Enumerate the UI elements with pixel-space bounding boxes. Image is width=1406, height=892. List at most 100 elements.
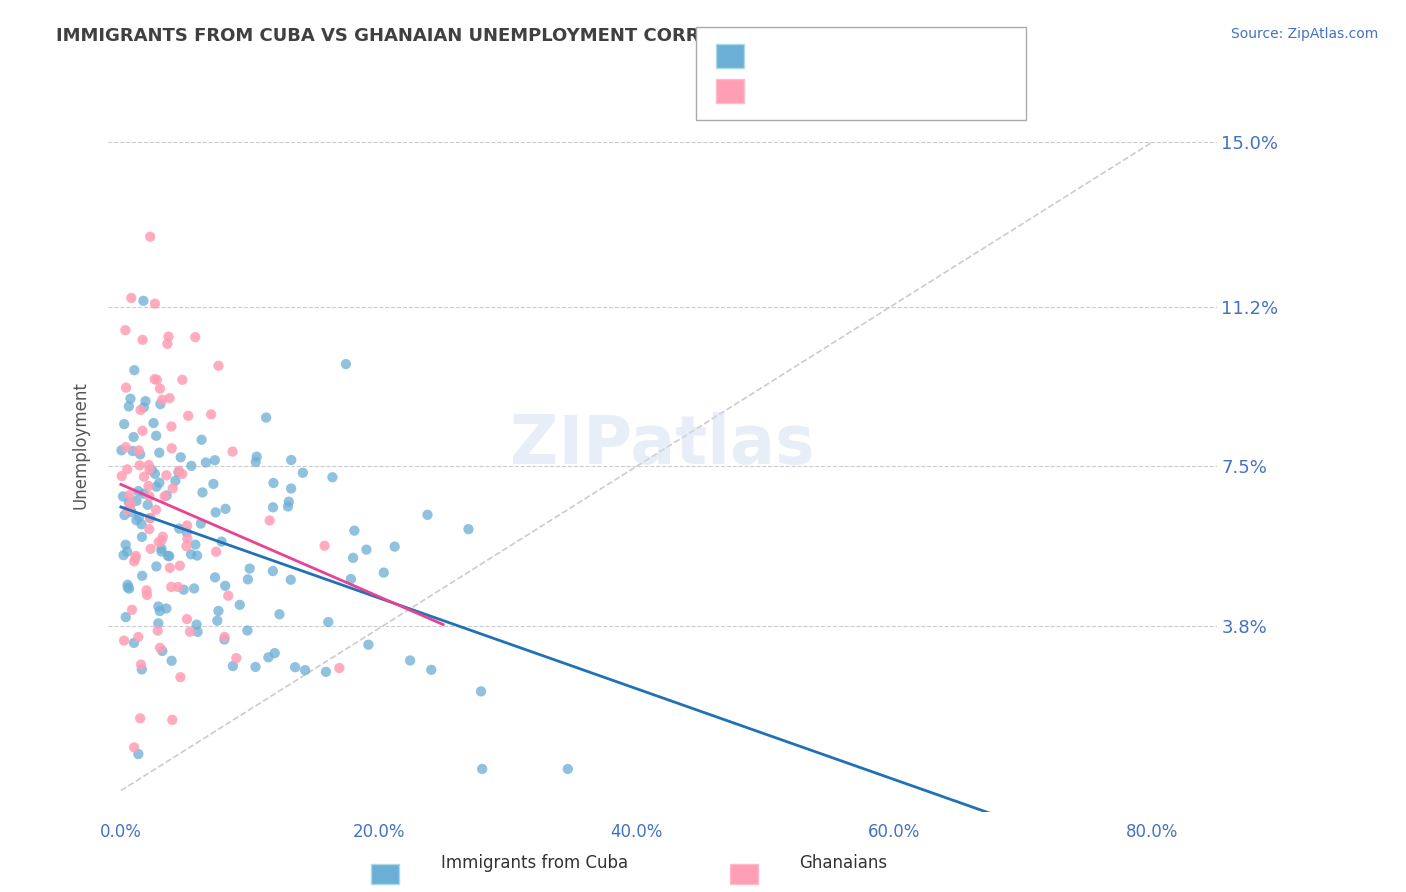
- Immigrants from Cuba: [160, 654, 183, 668]
- Ghanaians: [135, 583, 157, 598]
- Immigrants from Cuba: [269, 607, 291, 622]
- Immigrants from Cuba: [263, 646, 285, 660]
- Ghanaians: [111, 469, 134, 483]
- Immigrants from Cuba: [142, 416, 165, 430]
- Immigrants from Cuba: [254, 410, 277, 425]
- Ghanaians: [121, 603, 143, 617]
- Immigrants from Cuba: [155, 601, 177, 615]
- Immigrants from Cuba: [118, 582, 141, 596]
- Ghanaians: [217, 589, 239, 603]
- Immigrants from Cuba: [316, 615, 339, 629]
- Immigrants from Cuba: [470, 684, 492, 698]
- Ghanaians: [259, 514, 281, 528]
- Immigrants from Cuba: [145, 429, 167, 443]
- Text: -0.388: -0.388: [787, 45, 846, 62]
- Ghanaians: [117, 503, 139, 517]
- Immigrants from Cuba: [257, 650, 280, 665]
- Text: Source: ZipAtlas.com: Source: ZipAtlas.com: [1230, 27, 1378, 41]
- Immigrants from Cuba: [170, 450, 193, 465]
- Ghanaians: [152, 530, 174, 544]
- Immigrants from Cuba: [118, 495, 141, 509]
- Immigrants from Cuba: [150, 644, 173, 658]
- Ghanaians: [131, 333, 153, 347]
- Immigrants from Cuba: [384, 540, 406, 554]
- Ghanaians: [120, 497, 142, 511]
- Immigrants from Cuba: [173, 582, 195, 597]
- Immigrants from Cuba: [150, 541, 173, 556]
- Immigrants from Cuba: [129, 447, 152, 461]
- Immigrants from Cuba: [280, 573, 302, 587]
- Immigrants from Cuba: [204, 453, 226, 467]
- Immigrants from Cuba: [148, 445, 170, 459]
- Immigrants from Cuba: [149, 604, 172, 618]
- Immigrants from Cuba: [157, 549, 180, 563]
- Ghanaians: [118, 500, 141, 514]
- Immigrants from Cuba: [131, 517, 153, 532]
- Immigrants from Cuba: [229, 598, 252, 612]
- Ghanaians: [138, 522, 160, 536]
- Immigrants from Cuba: [134, 394, 156, 409]
- Immigrants from Cuba: [214, 579, 236, 593]
- Text: Ghanaians: Ghanaians: [800, 855, 887, 872]
- Immigrants from Cuba: [204, 505, 226, 519]
- Immigrants from Cuba: [122, 430, 145, 444]
- Text: R =: R =: [748, 80, 785, 98]
- Ghanaians: [146, 373, 169, 387]
- Immigrants from Cuba: [184, 538, 207, 552]
- Ghanaians: [162, 713, 184, 727]
- Ghanaians: [132, 469, 155, 483]
- Ghanaians: [136, 588, 159, 602]
- Immigrants from Cuba: [340, 572, 363, 586]
- Ghanaians: [200, 408, 222, 422]
- Ghanaians: [145, 502, 167, 516]
- Immigrants from Cuba: [186, 617, 208, 632]
- Immigrants from Cuba: [190, 433, 212, 447]
- Text: 0.125: 0.125: [792, 80, 844, 98]
- Ghanaians: [146, 624, 169, 638]
- Immigrants from Cuba: [156, 549, 179, 563]
- Ghanaians: [149, 640, 172, 655]
- Immigrants from Cuba: [356, 542, 378, 557]
- Ghanaians: [125, 549, 148, 563]
- Text: 80: 80: [886, 80, 908, 98]
- Ghanaians: [138, 458, 160, 472]
- Immigrants from Cuba: [186, 549, 208, 563]
- Ghanaians: [129, 657, 152, 672]
- Immigrants from Cuba: [114, 508, 136, 522]
- Immigrants from Cuba: [207, 614, 229, 628]
- Ghanaians: [184, 330, 207, 344]
- Immigrants from Cuba: [399, 653, 422, 667]
- Immigrants from Cuba: [145, 480, 167, 494]
- Text: 123: 123: [886, 45, 921, 62]
- Ghanaians: [139, 511, 162, 525]
- Ghanaians: [122, 554, 145, 568]
- Y-axis label: Unemployment: Unemployment: [72, 381, 89, 508]
- Ghanaians: [115, 440, 138, 454]
- Ghanaians: [128, 443, 150, 458]
- Immigrants from Cuba: [167, 466, 190, 480]
- Immigrants from Cuba: [148, 475, 170, 490]
- Immigrants from Cuba: [132, 293, 155, 308]
- Ghanaians: [143, 372, 166, 386]
- Immigrants from Cuba: [236, 573, 259, 587]
- Ghanaians: [167, 580, 190, 594]
- Immigrants from Cuba: [245, 455, 267, 469]
- Immigrants from Cuba: [132, 401, 155, 415]
- Immigrants from Cuba: [115, 544, 138, 558]
- Text: R =: R =: [748, 45, 785, 62]
- Ghanaians: [138, 489, 160, 503]
- Ghanaians: [328, 661, 350, 675]
- Immigrants from Cuba: [342, 550, 364, 565]
- Immigrants from Cuba: [131, 569, 153, 583]
- Ghanaians: [176, 518, 198, 533]
- Immigrants from Cuba: [277, 500, 299, 514]
- Immigrants from Cuba: [207, 604, 229, 618]
- Immigrants from Cuba: [148, 616, 170, 631]
- Ghanaians: [115, 462, 138, 476]
- Ghanaians: [176, 539, 198, 553]
- Ghanaians: [214, 630, 236, 644]
- Ghanaians: [160, 442, 183, 456]
- Immigrants from Cuba: [284, 660, 307, 674]
- Immigrants from Cuba: [357, 638, 380, 652]
- Ghanaians: [159, 561, 181, 575]
